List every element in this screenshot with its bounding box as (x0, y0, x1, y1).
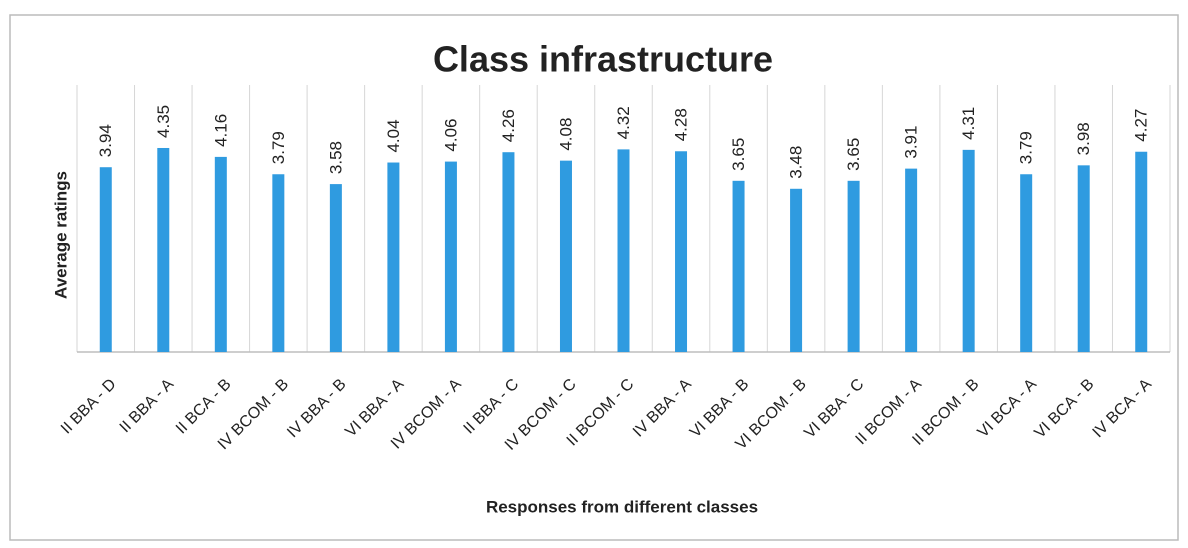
value-label: 3.98 (1074, 122, 1093, 155)
value-label: 3.58 (326, 141, 345, 174)
x-axis-title: Responses from different classes (486, 497, 758, 516)
value-label: 3.65 (844, 138, 863, 171)
bar (1135, 151, 1148, 352)
y-axis-title: Average ratings (51, 171, 70, 299)
bar (272, 174, 285, 352)
value-label: 4.35 (154, 105, 173, 138)
bar (962, 149, 975, 352)
value-label: 4.27 (1132, 109, 1151, 142)
bar (99, 167, 112, 352)
value-label: 3.65 (729, 138, 748, 171)
bar (790, 188, 803, 352)
bar (905, 168, 918, 352)
value-label: 4.26 (499, 109, 518, 142)
bar (617, 149, 630, 352)
bar (1020, 174, 1033, 352)
bar (502, 152, 515, 352)
bar (444, 161, 457, 352)
chart-frame (9, 14, 1179, 541)
value-label: 4.04 (384, 119, 403, 152)
bar (387, 162, 400, 352)
value-label: 3.79 (269, 131, 288, 164)
value-label: 3.79 (1017, 131, 1036, 164)
value-label: 4.16 (211, 114, 230, 147)
value-label: 3.91 (902, 126, 921, 159)
bar (214, 156, 227, 352)
bar (157, 147, 170, 352)
bar (732, 180, 745, 352)
value-label: 4.06 (441, 118, 460, 151)
value-label: 4.28 (672, 108, 691, 141)
value-label: 3.48 (787, 146, 806, 179)
bar (675, 151, 688, 352)
bar (329, 184, 342, 352)
bar (847, 180, 860, 352)
chart-title: Class infrastructure (433, 39, 773, 80)
value-label: 3.94 (96, 124, 115, 157)
bar (559, 160, 572, 352)
value-label: 4.32 (614, 106, 633, 139)
value-label: 4.31 (959, 107, 978, 140)
bar (1077, 165, 1090, 352)
value-label: 4.08 (556, 118, 575, 151)
